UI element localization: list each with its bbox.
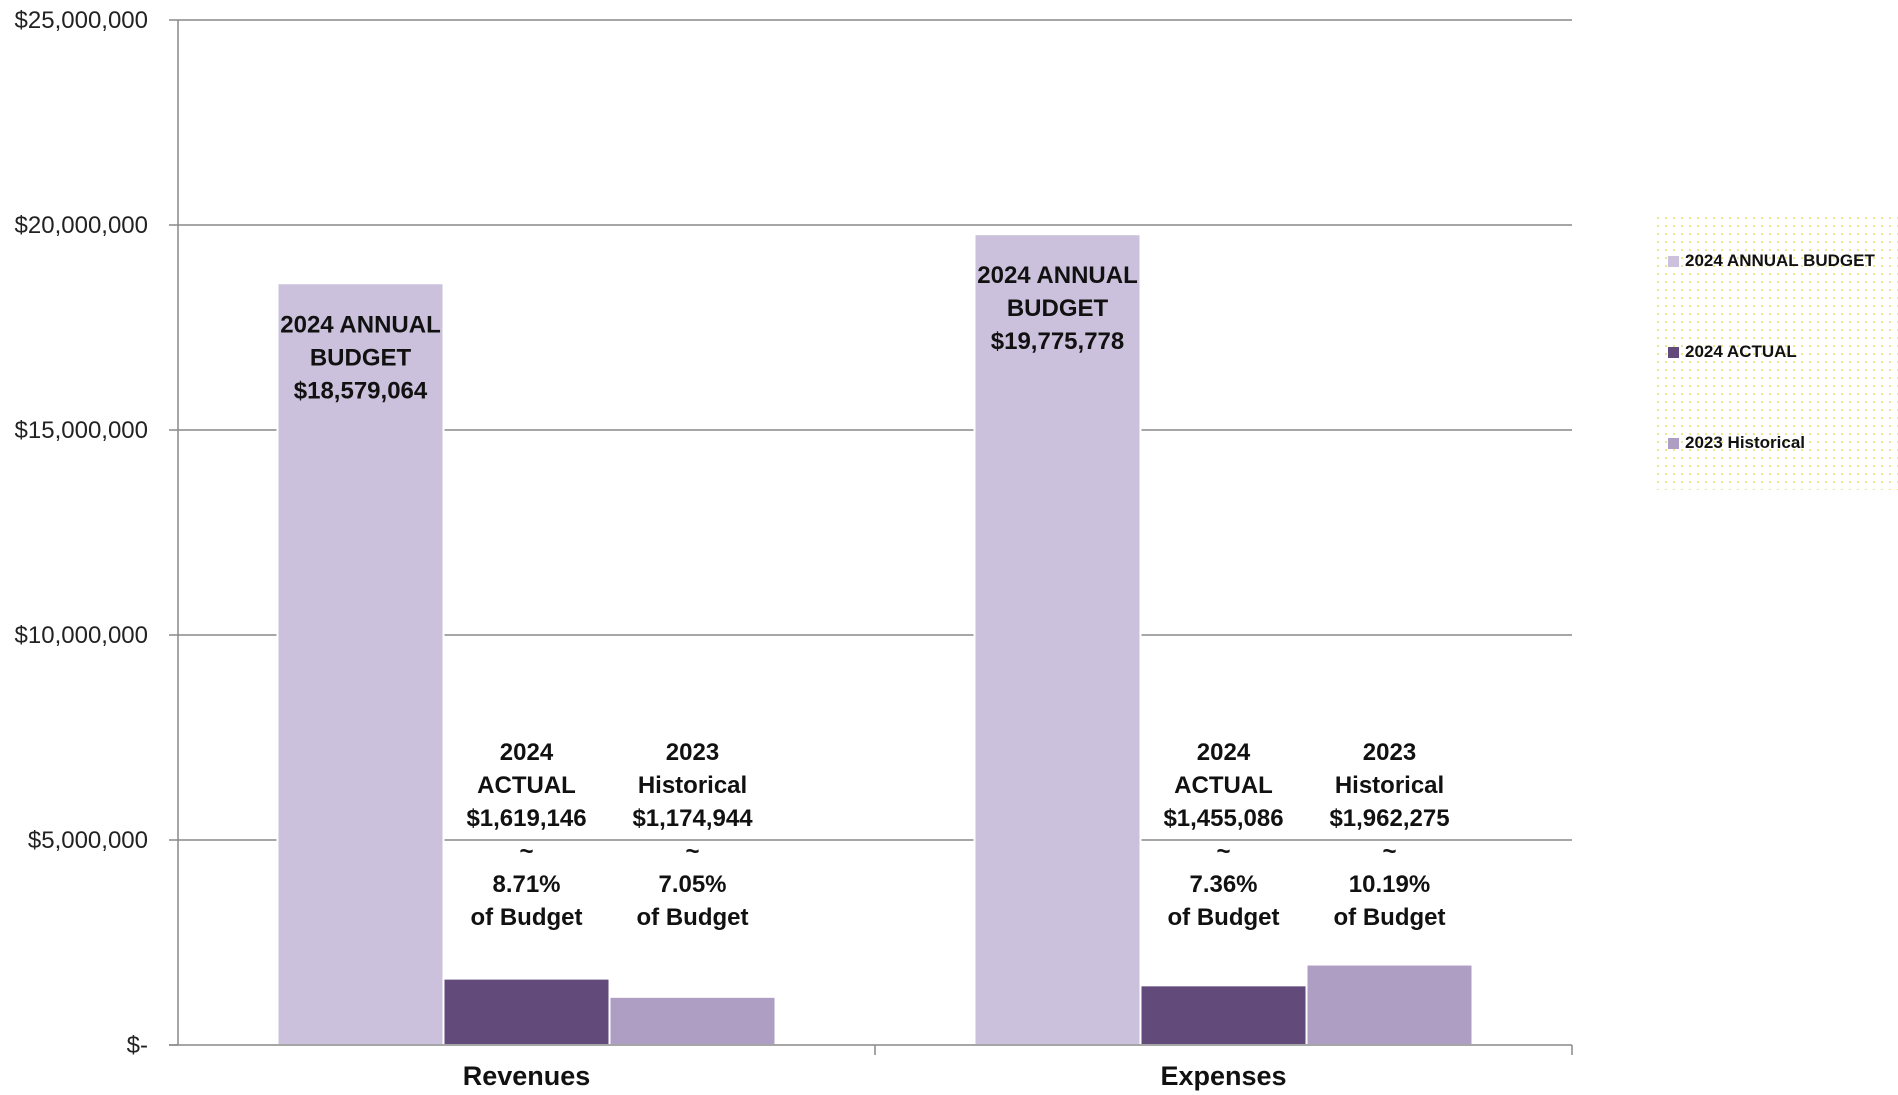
y-tick-label: $5,000,000 (28, 827, 148, 854)
data-label: 8.71% (492, 871, 560, 898)
legend-label: 2024 ACTUAL (1685, 342, 1797, 361)
data-label: Historical (638, 772, 747, 799)
data-label: BUDGET (1007, 295, 1109, 322)
data-label: ~ (685, 838, 699, 865)
legend-swatch (1668, 438, 1679, 449)
data-label: 2024 ANNUAL (280, 311, 441, 338)
bar (973, 233, 1142, 1046)
y-tick-label: $10,000,000 (15, 622, 148, 649)
data-label: $1,174,944 (632, 805, 753, 832)
data-label: 2023 (1363, 739, 1416, 766)
data-label: ~ (519, 838, 533, 865)
data-label: 7.05% (658, 871, 726, 898)
legend-label: 2023 Historical (1685, 433, 1805, 452)
axes: $- $5,000,000 $10,000,000 $15,000,000 $20,00… (15, 7, 1573, 1091)
legend: 2024 ANNUAL BUDGET 2024 ACTUAL 2023 Histor… (1652, 215, 1898, 490)
x-category-label: Expenses (1160, 1061, 1286, 1091)
data-label: of Budget (637, 904, 749, 931)
y-tick-label: $25,000,000 (15, 7, 148, 34)
legend-box (1652, 215, 1898, 490)
data-label: ~ (1382, 838, 1396, 865)
y-tick-label: $15,000,000 (15, 417, 148, 444)
data-label: $1,962,275 (1329, 805, 1449, 832)
data-label: 10.19% (1349, 871, 1430, 898)
data-labels: 2024 ANNUAL BUDGET $18,579,064 2024 ACTUAL $1… (280, 262, 1449, 931)
bars (276, 233, 1474, 1047)
bar (608, 995, 777, 1046)
data-label: ~ (1216, 838, 1230, 865)
y-tick-label: $- (127, 1032, 148, 1059)
data-label: $1,619,146 (466, 805, 586, 832)
data-label: of Budget (1168, 904, 1280, 931)
legend-swatch (1668, 347, 1679, 358)
data-label: $18,579,064 (294, 377, 428, 404)
data-label: 2023 (666, 739, 719, 766)
data-label: 7.36% (1189, 871, 1257, 898)
bar (276, 282, 445, 1046)
data-label: Historical (1335, 772, 1444, 799)
y-tick-label: $20,000,000 (15, 212, 148, 239)
data-label: ACTUAL (1174, 772, 1273, 799)
data-label: ACTUAL (477, 772, 576, 799)
bar (1139, 984, 1308, 1047)
data-label: 2024 (500, 739, 554, 766)
bar (1305, 963, 1474, 1047)
x-category-label: Revenues (463, 1061, 591, 1091)
bar (442, 977, 611, 1046)
data-label: $19,775,778 (991, 328, 1124, 355)
legend-swatch (1668, 256, 1679, 267)
data-label: of Budget (1334, 904, 1446, 931)
data-label: of Budget (471, 904, 583, 931)
data-label: 2024 ANNUAL (977, 262, 1138, 289)
data-label: $1,455,086 (1163, 805, 1283, 832)
data-label: 2024 (1197, 739, 1251, 766)
data-label: BUDGET (310, 344, 412, 371)
legend-label: 2024 ANNUAL BUDGET (1685, 251, 1875, 270)
